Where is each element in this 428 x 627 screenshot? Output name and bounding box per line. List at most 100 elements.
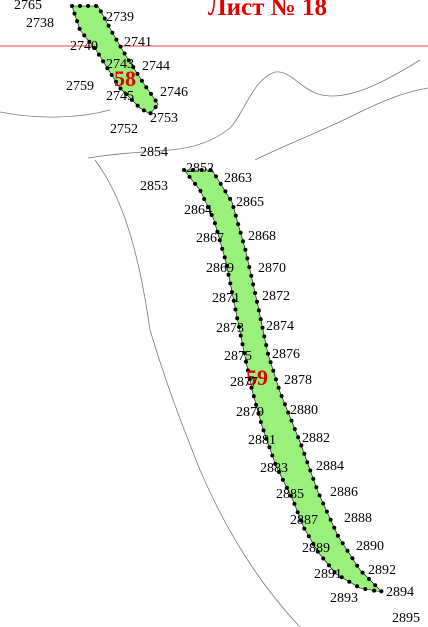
vertex-point bbox=[247, 377, 252, 381]
vertex-point bbox=[109, 73, 114, 77]
point-label: 2867 bbox=[196, 231, 224, 246]
vertex-point bbox=[366, 576, 371, 581]
vertex-point bbox=[124, 92, 129, 97]
vertex-point bbox=[302, 526, 307, 531]
vertex-point bbox=[339, 575, 344, 580]
vertex-point bbox=[266, 351, 270, 356]
vertex-point bbox=[205, 205, 210, 209]
vertex-point bbox=[261, 428, 266, 433]
vertex-point bbox=[226, 272, 231, 277]
vertex-point bbox=[198, 188, 203, 193]
vertex-point bbox=[292, 501, 297, 506]
point-label: 2740 bbox=[70, 39, 98, 54]
vertex-point bbox=[238, 333, 243, 338]
vertex-point bbox=[238, 230, 243, 235]
vertex-point bbox=[224, 264, 229, 268]
vertex-point bbox=[317, 493, 322, 498]
vertex-point bbox=[379, 589, 384, 594]
vertex-point bbox=[267, 445, 272, 450]
point-label: 2739 bbox=[106, 10, 134, 25]
vertex-point bbox=[264, 436, 269, 441]
vertex-point bbox=[332, 525, 337, 530]
vertex-point bbox=[149, 91, 153, 96]
point-label: 2879 bbox=[236, 405, 264, 420]
point-label: 2863 bbox=[224, 171, 252, 186]
point-label: 2882 bbox=[302, 431, 330, 446]
point-label: 2888 bbox=[344, 511, 372, 526]
vertex-point bbox=[235, 316, 240, 321]
vertex-point bbox=[286, 410, 291, 415]
point-label: 2853 bbox=[140, 179, 168, 194]
point-label: 2877 bbox=[230, 375, 258, 390]
vertex-point bbox=[360, 570, 365, 575]
vertex-point bbox=[249, 385, 254, 390]
vertex-point bbox=[135, 71, 140, 76]
vertex-point bbox=[105, 66, 110, 71]
vertex-point bbox=[240, 342, 245, 347]
vertex-point bbox=[249, 273, 254, 278]
vertex-point bbox=[289, 418, 294, 423]
point-label: 2738 bbox=[26, 16, 54, 31]
vertex-point bbox=[92, 45, 97, 50]
vertex-point bbox=[233, 307, 238, 312]
vertex-point bbox=[247, 265, 252, 270]
vertex-point bbox=[244, 359, 248, 364]
vertex-point bbox=[326, 563, 331, 568]
vertex-point bbox=[254, 402, 259, 407]
vertex-point bbox=[131, 65, 136, 70]
vertex-point bbox=[233, 213, 238, 218]
point-label: 2890 bbox=[356, 539, 384, 554]
vertex-point bbox=[350, 556, 355, 561]
vertex-point bbox=[292, 427, 297, 431]
vertex-point bbox=[305, 460, 310, 465]
point-label: 2765 bbox=[14, 0, 42, 13]
vertex-point bbox=[245, 368, 250, 373]
vertex-point bbox=[328, 517, 333, 522]
point-label: 2875 bbox=[224, 349, 252, 364]
vertex-point bbox=[321, 501, 326, 506]
contour-line bbox=[0, 109, 111, 118]
vertex-point bbox=[262, 334, 267, 339]
vertex-point bbox=[87, 39, 92, 44]
point-label: 2889 bbox=[302, 541, 330, 556]
vertex-point bbox=[215, 229, 220, 234]
vertex-point bbox=[279, 394, 284, 398]
vertex-point bbox=[311, 541, 316, 546]
point-label: 2868 bbox=[248, 229, 276, 244]
point-label: 2873 bbox=[216, 321, 244, 336]
vertex-point bbox=[288, 493, 293, 498]
vertex-point bbox=[241, 239, 245, 244]
point-label: 2854 bbox=[140, 145, 168, 160]
point-label: 2741 bbox=[124, 35, 152, 50]
vertex-point bbox=[355, 563, 360, 568]
point-label: 2884 bbox=[316, 459, 344, 474]
vertex-point bbox=[296, 435, 301, 440]
point-label: 2865 bbox=[236, 195, 264, 210]
vertex-point bbox=[245, 256, 250, 261]
vertex-point bbox=[102, 16, 107, 21]
vertex-point bbox=[280, 477, 285, 482]
vertex-point bbox=[321, 556, 326, 561]
point-label: 2744 bbox=[142, 59, 170, 74]
point-label: 2880 bbox=[290, 403, 318, 418]
vertex-point bbox=[101, 59, 106, 64]
vertex-point bbox=[230, 290, 234, 295]
vertex-point bbox=[86, 4, 91, 8]
vertex-point bbox=[78, 4, 82, 8]
vertex-point bbox=[98, 9, 103, 14]
point-label: 2753 bbox=[150, 111, 178, 126]
vertex-point bbox=[129, 97, 134, 102]
point-label: 2878 bbox=[284, 373, 312, 388]
vertex-point bbox=[153, 98, 158, 103]
vertex-point bbox=[295, 510, 300, 515]
vertex-points bbox=[70, 4, 384, 594]
vertex-point bbox=[118, 86, 123, 91]
point-label: 2886 bbox=[330, 485, 358, 500]
point-label: 2885 bbox=[276, 487, 304, 502]
vertex-point bbox=[306, 534, 311, 539]
vertex-point bbox=[114, 37, 119, 42]
point-label: 2869 bbox=[206, 261, 234, 276]
sheet-title: Лист № 18 bbox=[208, 0, 328, 21]
point-label: 2745 bbox=[106, 89, 134, 104]
